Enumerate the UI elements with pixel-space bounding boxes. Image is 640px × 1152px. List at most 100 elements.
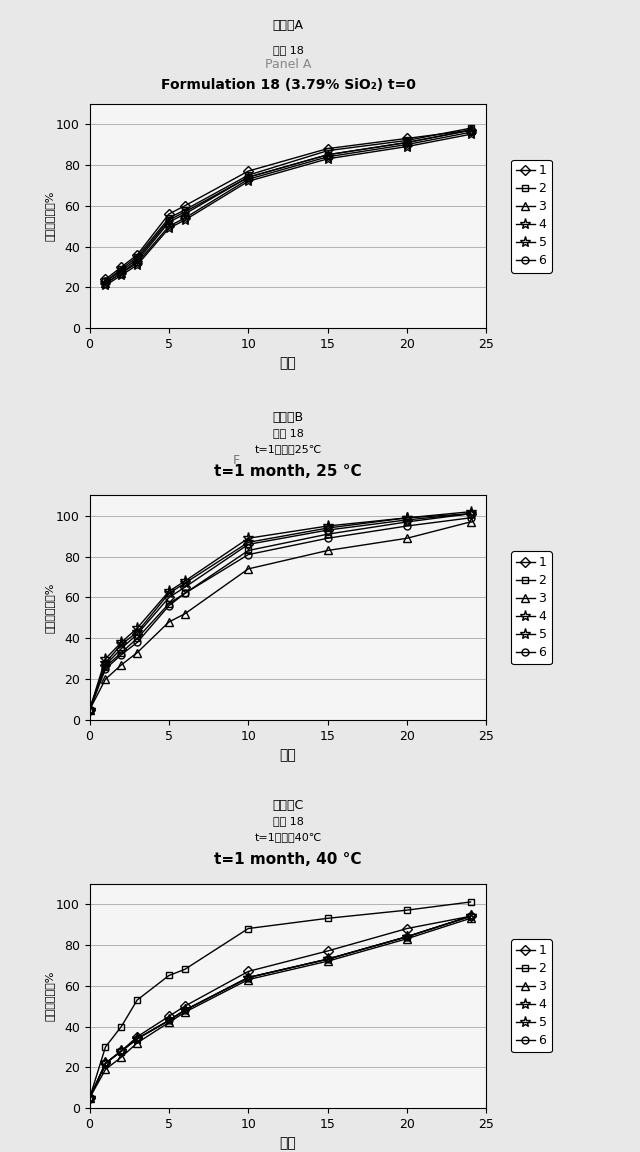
Text: パネルB: パネルB [273,411,303,424]
1 [181,199,189,213]
2 [133,993,141,1007]
3 [133,255,141,268]
Line: 5: 5 [84,911,476,1104]
4 [403,511,411,525]
4 [165,219,173,233]
5 [324,152,332,166]
1 [133,248,141,262]
2 [165,211,173,225]
5 [102,652,109,666]
4 [118,637,125,651]
X-axis label: 時間: 時間 [280,357,296,371]
3 [467,911,474,925]
1 [86,703,93,717]
Text: F: F [233,454,241,467]
1 [467,909,474,923]
4 [165,586,173,600]
2 [86,703,93,717]
5 [324,520,332,533]
6 [102,274,109,288]
4 [102,276,109,290]
5 [403,139,411,153]
X-axis label: 時間: 時間 [280,1137,296,1151]
6 [86,1091,93,1105]
2 [102,274,109,288]
4 [133,1032,141,1046]
5 [403,930,411,943]
Text: 製剤 18: 製剤 18 [273,45,303,55]
Text: 製剤 18: 製剤 18 [273,427,303,438]
6 [181,586,189,600]
3 [244,972,252,986]
3 [118,266,125,280]
2 [181,962,189,976]
1 [467,123,474,137]
6 [133,252,141,266]
6 [102,1056,109,1070]
3 [244,562,252,576]
6 [181,1003,189,1017]
5 [181,1003,189,1017]
X-axis label: 時間: 時間 [280,749,296,763]
4 [133,256,141,270]
6 [403,520,411,533]
5 [86,703,93,717]
1 [244,538,252,552]
3 [86,1091,93,1105]
4 [324,953,332,967]
3 [403,932,411,946]
1 [324,523,332,537]
6 [118,1044,125,1058]
5 [133,1032,141,1046]
Legend: 1, 2, 3, 4, 5, 6: 1, 2, 3, 4, 5, 6 [511,159,552,273]
6 [467,511,474,525]
5 [133,258,141,272]
2 [181,586,189,600]
2 [102,660,109,674]
1 [324,142,332,156]
1 [324,945,332,958]
4 [467,507,474,521]
1 [118,642,125,655]
2 [324,144,332,158]
4 [403,137,411,151]
3 [467,515,474,529]
6 [244,547,252,561]
5 [244,971,252,985]
3 [133,645,141,659]
6 [165,213,173,227]
1 [102,658,109,672]
Y-axis label: 累積薬物放出%: 累積薬物放出% [45,191,54,241]
5 [244,531,252,545]
3 [102,673,109,687]
4 [324,150,332,164]
1 [133,1030,141,1044]
Y-axis label: 累積薬物放出%: 累積薬物放出% [45,583,54,632]
5 [324,953,332,967]
Text: t=1カ月、25℃: t=1カ月、25℃ [254,444,322,454]
Text: t=1 month, 25 °C: t=1 month, 25 °C [214,464,362,479]
2 [102,1040,109,1054]
Line: 3: 3 [85,915,475,1102]
3 [181,1006,189,1020]
4 [118,1044,125,1058]
1 [118,1044,125,1058]
3 [118,658,125,672]
6 [324,953,332,967]
5 [165,584,173,598]
5 [118,268,125,282]
Legend: 1, 2, 3, 4, 5, 6: 1, 2, 3, 4, 5, 6 [511,551,552,665]
2 [403,903,411,917]
2 [467,895,474,909]
3 [133,1036,141,1049]
4 [102,1056,109,1070]
3 [102,276,109,290]
4 [244,173,252,187]
3 [181,207,189,221]
2 [324,528,332,541]
Line: 4: 4 [84,911,476,1104]
5 [86,1091,93,1105]
1 [181,999,189,1013]
6 [118,264,125,278]
1 [244,964,252,978]
